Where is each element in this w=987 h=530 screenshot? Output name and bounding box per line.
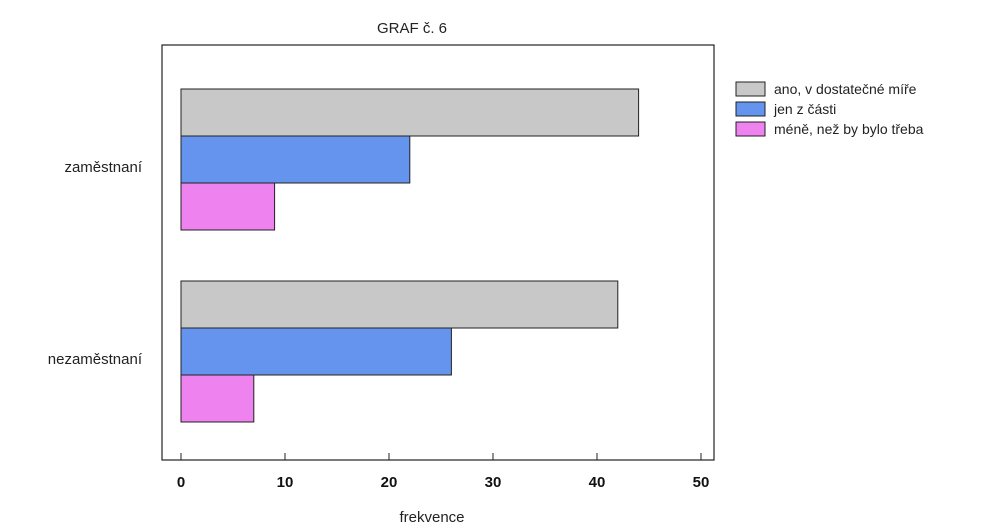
legend-swatch-1 xyxy=(735,81,766,97)
bar-1-2 xyxy=(180,135,411,184)
category-labels: zaměstnaní nezaměstnaní xyxy=(48,159,143,368)
x-tick-label-1: 0 xyxy=(177,474,185,491)
legend-label-1: ano, v dostatečné míře xyxy=(774,81,917,97)
x-axis-label: frekvence xyxy=(399,509,464,526)
plot-frame xyxy=(161,44,715,461)
legend-swatch-2 xyxy=(735,101,766,117)
bar-2-3 xyxy=(180,374,255,423)
legend-label-3: méně, než by bylo třeba xyxy=(774,121,924,137)
bar-1-3 xyxy=(180,182,276,231)
bar-2-1 xyxy=(180,280,619,329)
legend-swatch-3 xyxy=(735,121,766,137)
legend: ano, v dostatečné míře jen z části méně, n… xyxy=(735,81,924,137)
x-tick-label-5: 40 xyxy=(589,474,606,491)
x-tick-label-3: 20 xyxy=(381,474,398,491)
category-label-1: zaměstnaní xyxy=(64,159,142,176)
chart-title: GRAF č. 6 xyxy=(377,20,447,37)
bars-layer xyxy=(180,88,640,423)
bar-1-1 xyxy=(180,88,640,137)
x-tick-label-2: 10 xyxy=(277,474,294,491)
bar-2-2 xyxy=(180,327,452,376)
x-tick-label-6: 50 xyxy=(693,474,710,491)
legend-label-2: jen z části xyxy=(773,101,836,117)
category-label-2: nezaměstnaní xyxy=(48,351,143,368)
x-axis-ticks: 0 10 20 30 40 50 xyxy=(177,453,710,491)
x-tick-label-4: 30 xyxy=(485,474,502,491)
